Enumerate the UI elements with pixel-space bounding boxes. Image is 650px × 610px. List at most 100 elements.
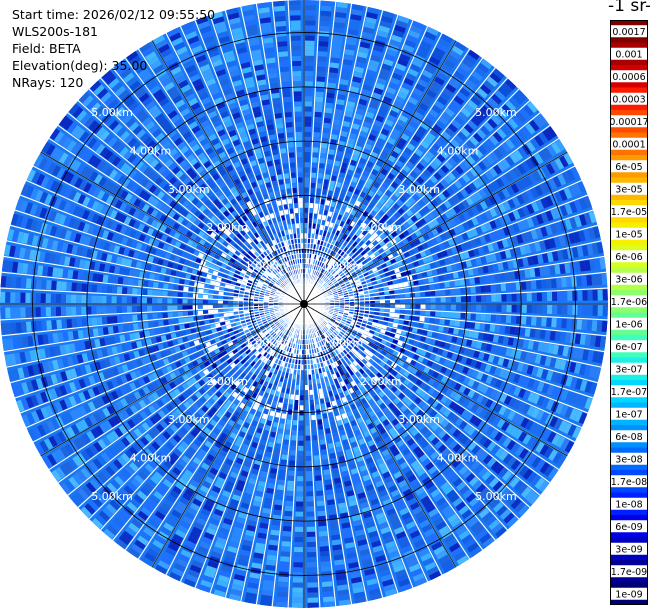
elevation-label: Elevation(deg): 35.00: [12, 58, 148, 73]
radar-ray: [308, 305, 602, 380]
radar-ray: [308, 304, 605, 364]
radar-ray: [42, 306, 300, 469]
colorbar-label-bg: [611, 137, 647, 150]
radar-ray: [308, 139, 566, 302]
azimuth-spoke: [40, 303, 305, 457]
ring-label: 1.00km: [322, 260, 364, 273]
radar-ray: [155, 308, 302, 575]
colorbar-label-bg: [611, 70, 647, 83]
ring-label: 5.00km: [91, 490, 133, 503]
radar-ray: [0, 291, 299, 304]
colorbar-label-bg: [611, 520, 647, 533]
colorbar-tick-label: 1.7e-08: [611, 477, 647, 488]
colorbar-label-bg: [611, 475, 647, 488]
radar-ray: [305, 20, 425, 300]
radar-ray: [307, 307, 507, 538]
radar-ray: [306, 49, 480, 300]
colorbar-label-bg: [611, 25, 647, 38]
radar-ray: [1, 260, 299, 304]
colorbar-label-bg: [611, 250, 647, 263]
radar-ray: [306, 58, 493, 301]
radar-ray: [291, 309, 304, 608]
radar-ray: [103, 307, 301, 540]
radar-ray: [307, 68, 505, 301]
radar-ray: [167, 27, 302, 300]
radar-ray: [308, 306, 559, 480]
colorbar-label-bg: [611, 295, 647, 308]
colorbar-tick-label: 1e-09: [615, 589, 642, 600]
radar-ray: [307, 307, 530, 517]
radar-ray: [113, 60, 301, 301]
ring-labels: 1.00km 1.00km 1.00km 1.00km 2.00km 2.00km 2.00…: [91, 106, 516, 503]
colorbar-label-bg: [611, 115, 647, 128]
ring-label: 1.00km: [245, 336, 287, 349]
radar-ray: [101, 70, 301, 301]
radar-ray: [308, 305, 598, 395]
radar-ray: [308, 226, 601, 303]
colorbar-tick-label: 0.0017: [612, 27, 645, 38]
colorbar-label-bg: [611, 385, 647, 398]
radar-ray: [27, 306, 300, 441]
radar-ray: [33, 155, 300, 302]
radar-ray: [309, 304, 608, 333]
radar-ray: [306, 26, 439, 300]
ring-label: 3.00km: [168, 183, 210, 196]
colorbar-tick-label: 6e-07: [615, 342, 642, 353]
colorbar-tick-label: 1e-07: [615, 409, 642, 420]
colorbar-label-bg: [611, 340, 647, 353]
radar-ray: [275, 309, 304, 608]
colorbar-tick-label: 1.7e-09: [611, 567, 647, 578]
colorbar-tick-label: 6e-09: [615, 522, 642, 533]
azimuth-spoke: [303, 303, 457, 568]
field-label: Field: BETA: [12, 41, 81, 56]
radar-ray: [213, 308, 303, 598]
colorbar-tick-label: 1.7e-05: [611, 207, 647, 218]
colorbar-label-bg: [611, 317, 647, 330]
colorbar-label-bg: [611, 362, 647, 375]
colorbar-tick-label: 3e-05: [615, 184, 642, 195]
colorbar-tick-label: 6e-08: [615, 432, 642, 443]
ring-label: 5.00km: [475, 490, 517, 503]
info-block: Start time: 2026/02/12 09:55:50 WLS200s-…: [12, 6, 215, 91]
colorbar-tick-label: 0.0001: [612, 139, 645, 150]
radar-ray: [70, 307, 301, 507]
radar-ray: [58, 115, 301, 302]
colorbar-tick-label: 1e-08: [615, 499, 642, 510]
colorbar-tick-label: 1e-05: [615, 229, 642, 240]
radar-ray: [4, 304, 300, 367]
colorbar-label-bg: [611, 182, 647, 195]
radar-ray: [91, 307, 301, 530]
radar-ray: [273, 0, 304, 299]
radar-ray: [308, 196, 592, 303]
start-time-label: Start time: 2026/02/12 09:55:50: [12, 7, 216, 22]
radar-ray: [0, 304, 299, 335]
radar-ray: [306, 33, 453, 300]
colorbar-tick-label: 1.7e-07: [611, 387, 647, 398]
radar-ray: [10, 213, 300, 303]
radar-ray: [0, 275, 299, 304]
radar-ray: [309, 304, 607, 348]
radar-center: [300, 300, 308, 308]
radar-ray: [304, 0, 333, 299]
radar-ray: [305, 308, 412, 592]
radar-ray: [307, 78, 517, 301]
radar-ray: [21, 305, 300, 427]
colorbar-label-bg: [611, 92, 647, 105]
radar-ray: [211, 11, 303, 300]
ring-label: 4.00km: [437, 144, 479, 157]
radar-ray: [304, 0, 317, 299]
ring-label: 5.00km: [475, 106, 517, 119]
radar-ray: [307, 101, 538, 301]
radar-ray: [307, 113, 548, 301]
colorbar-tick-label: 3e-06: [615, 274, 642, 285]
azimuth-spoke: [303, 40, 457, 305]
radar-ray: [309, 304, 608, 317]
radar-ray: [196, 16, 303, 300]
colorbar-label-bg: [611, 272, 647, 285]
azimuth-spoke: [303, 303, 568, 457]
ring-label: 4.00km: [437, 452, 479, 465]
radar-ray: [307, 307, 540, 505]
colorbar-tick-label: 6e-06: [615, 252, 642, 263]
radar-ray: [304, 309, 335, 608]
radar-ray: [308, 241, 604, 304]
